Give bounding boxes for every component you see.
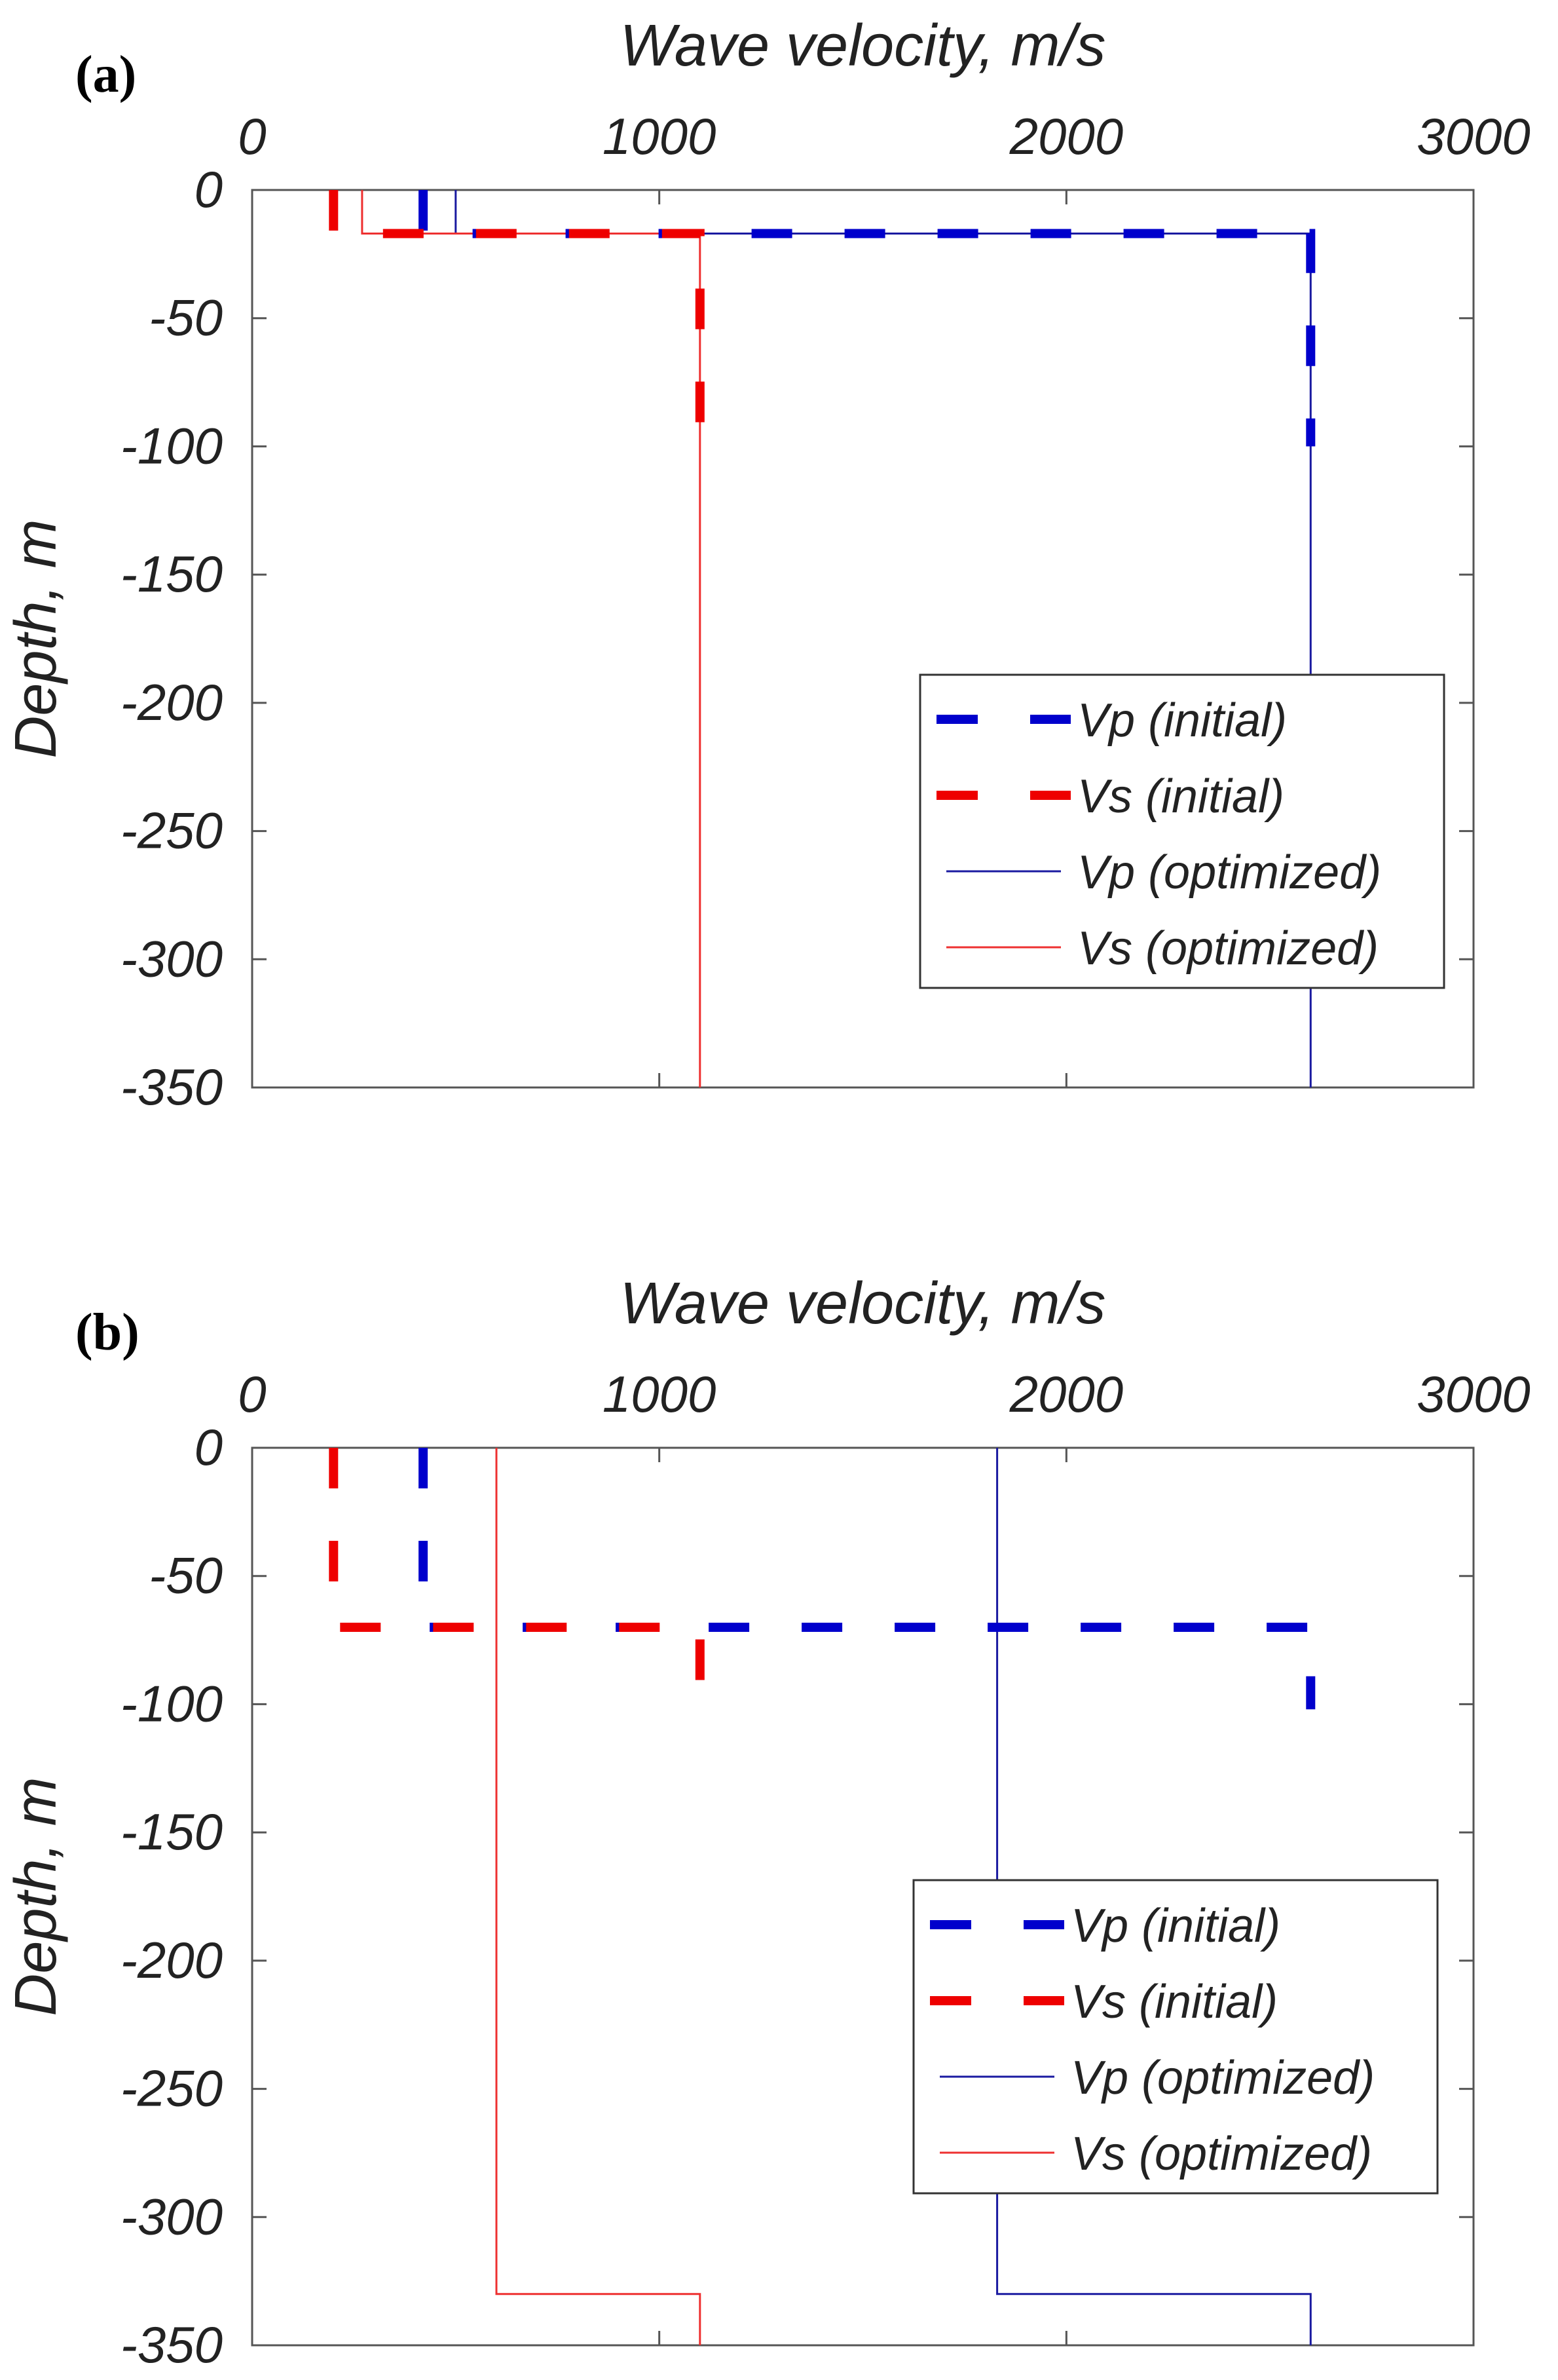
axes-box (251, 1446, 1475, 2347)
series-line-vs-initial (329, 190, 705, 434)
panel-label: (b) (75, 1304, 139, 1361)
y-tick-label: -50 (149, 1547, 223, 1604)
legend-label: Vp (optimized) (1077, 846, 1381, 899)
y-tick-label: -100 (121, 1674, 223, 1732)
y-tick-label: -100 (121, 417, 223, 474)
legend-box (919, 673, 1445, 989)
y-tick-label: 0 (195, 1418, 223, 1476)
legend: Vp (initial) Vs (initial) Vp (optimized) Vs… (912, 1879, 1439, 2195)
y-tick-label: 0 (195, 161, 223, 218)
panel-a: 0 1000 2000 3000 0 -50 -100 -150 -200 -250 -300 -35… (3, 13, 1530, 1116)
legend-label: Vs (initial) (1077, 770, 1284, 823)
x-axis-label: Wave velocity, m/s (620, 1271, 1106, 1336)
panel-label: (a) (75, 46, 136, 104)
x-tick-label: 3000 (1417, 1365, 1530, 1423)
y-tick-label: -200 (121, 673, 223, 731)
x-tick-label: 3000 (1417, 107, 1530, 165)
x-tick-label: 1000 (603, 1365, 716, 1423)
legend-box (912, 1879, 1439, 2195)
legend-label: Vs (optimized) (1071, 2128, 1372, 2180)
y-tick-label: -250 (121, 2060, 223, 2117)
legend-label: Vp (initial) (1071, 1900, 1280, 1952)
legend-label: Vp (initial) (1077, 694, 1287, 747)
y-tick-label: -350 (121, 1058, 223, 1116)
series-line-vp-initial (418, 190, 1316, 447)
y-tick-label: -150 (121, 1803, 223, 1861)
series-line-vs-optimized (361, 190, 701, 1087)
legend-label: Vs (optimized) (1077, 922, 1379, 975)
y-tick-label: -150 (121, 545, 223, 603)
series-line-vp-optimized (996, 1448, 1312, 2345)
panel-b: 0 1000 2000 3000 0 -50 -100 -150 -200 -250 -300 -35… (3, 1271, 1530, 2373)
y-tick-label: -350 (121, 2316, 223, 2373)
series-line-vp-initial (418, 1448, 1316, 1710)
x-tick-label: 0 (238, 107, 266, 165)
legend: Vp (initial) Vs (initial) Vp (optimized) Vs… (919, 673, 1445, 989)
y-tick-label: -200 (121, 1931, 223, 1989)
x-tick-label: 2000 (1009, 1365, 1124, 1423)
x-tick-label: 0 (238, 1365, 266, 1423)
y-tick-label: -250 (121, 802, 223, 859)
y-axis-label: Depth, m (3, 1777, 69, 2016)
y-axis-label: Depth, m (3, 519, 69, 758)
x-tick-label: 1000 (603, 107, 716, 165)
x-tick-label: 2000 (1009, 107, 1124, 165)
axes-box (251, 189, 1475, 1089)
series-line-vs-optimized (495, 1448, 701, 2345)
legend-label: Vs (initial) (1071, 1976, 1278, 2028)
x-axis-label: Wave velocity, m/s (620, 13, 1106, 79)
y-tick-label: -300 (121, 930, 223, 987)
y-tick-label: -50 (149, 289, 223, 347)
legend-label: Vp (optimized) (1071, 2052, 1375, 2104)
y-tick-label: -300 (121, 2187, 223, 2245)
series-line-vs-initial (329, 1448, 705, 1691)
